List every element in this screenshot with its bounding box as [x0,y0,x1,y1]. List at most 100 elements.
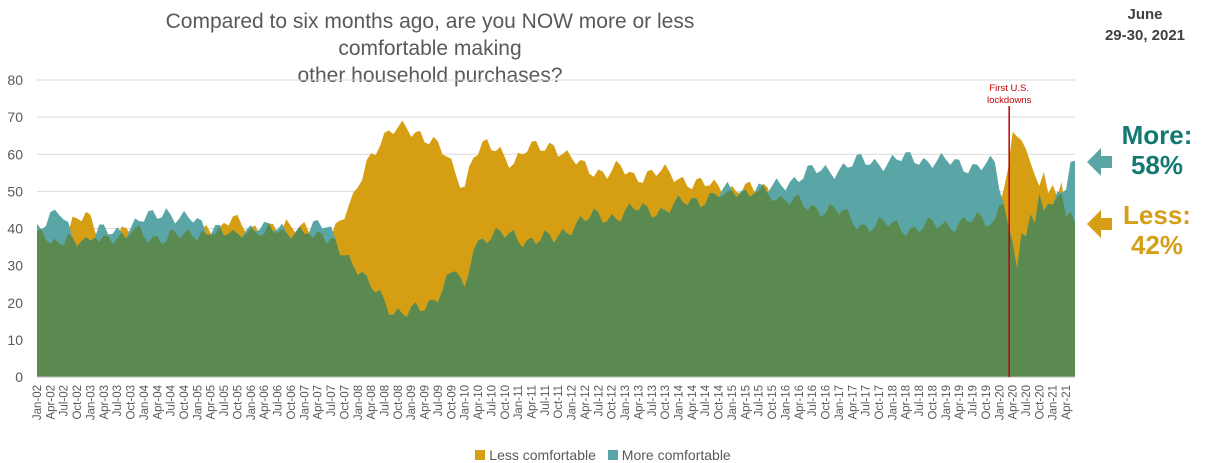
x-tick-label: Apr-02 [45,385,57,420]
x-tick-label: Jul-16 [807,385,819,416]
x-tick-label: Apr-12 [580,385,592,420]
x-tick-label: Jan-09 [406,385,418,420]
date-line-1: June [1127,6,1163,23]
x-tick-label: Apr-04 [152,384,164,419]
x-tick-label: Jan-14 [674,384,686,420]
less-callout-label: Less: [1123,200,1191,230]
legend-label-less: Less comfortable [489,447,596,463]
x-tick-label: Jan-21 [1048,385,1060,420]
y-tick-label: 80 [7,72,23,88]
x-tick-label: Jul-03 [112,385,124,416]
legend-item-less: Less comfortable [475,447,596,463]
x-tick-label: Jul-14 [700,384,712,416]
more-callout-value: 58% [1130,150,1184,180]
x-tick-label: Jul-17 [861,385,873,416]
x-tick-label: Oct-04 [179,384,191,419]
title-line-1: Compared to six months ago, are you NOW … [165,10,695,60]
x-tick-label: Jul-08 [379,385,391,416]
x-tick-label: Apr-11 [526,385,538,419]
chart-title: Compared to six months ago, are you NOW … [110,8,750,89]
callout-arrows [1087,148,1112,238]
x-tick-label: Apr-07 [313,385,325,420]
x-tick-label: Jan-12 [567,385,579,420]
y-axis-ticks: 0 10 20 30 40 50 60 70 80 [7,72,23,385]
y-tick-label: 30 [7,258,23,274]
more-callout-label: More: [1121,120,1193,150]
x-tick-label: Oct-07 [339,385,351,420]
legend-swatch-more [607,450,618,460]
less-callout: Less: 42% [1112,200,1202,260]
title-line-2: other household purchases? [297,64,563,87]
legend-label-more: More comfortable [621,447,731,463]
x-tick-label: Oct-18 [927,385,939,420]
y-tick-label: 50 [7,183,23,199]
x-tick-label: Jan-07 [299,385,311,420]
x-tick-label: Oct-13 [660,385,672,420]
x-tick-label: Jul-18 [914,385,926,416]
x-tick-label: Apr-16 [794,385,806,420]
x-tick-label: Oct-12 [607,385,619,420]
legend-swatch-less [475,450,486,460]
more-arrow-icon [1087,148,1112,176]
x-tick-label: Oct-09 [446,385,458,420]
x-tick-label: Jul-19 [968,385,980,416]
x-tick-label: Jan-19 [941,385,953,420]
x-tick-label: Apr-21 [1061,385,1073,420]
more-callout: More: 58% [1112,120,1202,180]
x-tick-label: Apr-10 [473,385,485,420]
x-tick-label: Oct-19 [981,385,993,420]
x-tick-label: Apr-19 [954,385,966,420]
x-tick-label: Jul-09 [433,385,445,416]
x-tick-label: Jan-06 [246,385,258,420]
y-tick-label: 20 [7,295,23,311]
x-tick-label: Jan-16 [780,385,792,420]
x-tick-label: Jan-13 [620,385,632,420]
event-marker: First U.S.lockdowns [987,83,1032,377]
x-tick-label: Oct-02 [72,385,84,420]
x-tick-label: Apr-03 [99,385,111,420]
x-tick-label: Jul-13 [647,385,659,416]
legend-item-more: More comfortable [607,447,731,463]
x-tick-label: Jan-17 [834,385,846,420]
x-tick-label: Jan-04 [139,384,151,420]
y-tick-label: 0 [15,369,23,385]
x-tick-label: Jul-05 [219,385,231,416]
x-tick-label: Oct-06 [286,385,298,420]
x-tick-label: Jul-04 [166,384,178,416]
x-tick-label: Oct-03 [126,385,138,420]
x-tick-label: Jul-10 [486,385,498,416]
x-tick-label: Jan-20 [994,385,1006,420]
x-tick-label: Apr-13 [633,385,645,420]
less-callout-value: 42% [1130,230,1184,260]
x-tick-label: Jan-05 [192,385,204,420]
x-tick-label: Apr-18 [901,385,913,420]
legend: Less comfortable More comfortable [0,447,1206,463]
x-tick-label: Jan-11 [513,385,525,419]
less-arrow-icon [1087,210,1112,238]
x-tick-label: Oct-14 [714,384,726,419]
x-tick-label: Oct-17 [874,385,886,420]
x-tick-label: Oct-16 [821,385,833,420]
x-tick-label: Oct-10 [500,385,512,420]
x-tick-label: Jan-02 [32,385,44,420]
x-tick-label: Jul-20 [1021,385,1033,416]
date-line-2: 29-30, 2021 [1104,27,1186,44]
x-tick-label: Jan-03 [85,385,97,420]
x-tick-label: Jan-08 [353,385,365,420]
x-tick-label: Jan-15 [727,385,739,420]
x-tick-label: Jul-12 [593,385,605,416]
y-tick-label: 10 [7,332,23,348]
x-tick-label: Oct-08 [393,385,405,420]
x-tick-label: Apr-09 [420,385,432,420]
x-tick-label: Apr-15 [740,385,752,420]
x-tick-label: Oct-11 [553,385,565,419]
x-tick-label: Jul-07 [326,385,338,416]
lockdown-marker-label: lockdowns [987,95,1032,106]
x-tick-label: Jan-18 [887,385,899,420]
x-tick-label: Apr-08 [366,385,378,420]
x-tick-label: Jul-11 [540,385,552,415]
y-tick-label: 60 [7,146,23,162]
series-areas [37,120,1075,378]
lockdown-marker-label: First U.S. [989,83,1029,94]
